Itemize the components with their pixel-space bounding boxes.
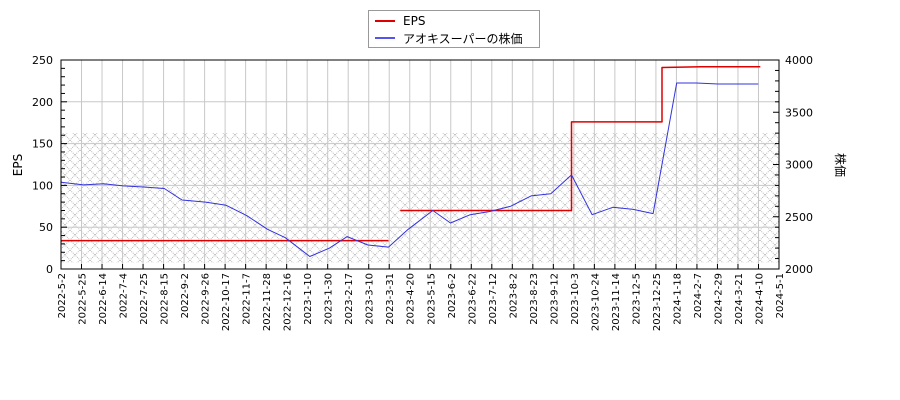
shaded-band xyxy=(61,133,779,263)
svg-text:2500: 2500 xyxy=(785,211,813,224)
legend-item-price: アオキスーパーの株価 xyxy=(375,30,523,46)
svg-text:2023-5-15: 2023-5-15 xyxy=(426,273,437,325)
svg-text:2023-1-30: 2023-1-30 xyxy=(324,273,335,325)
svg-text:3500: 3500 xyxy=(785,106,813,119)
svg-text:2024-4-10: 2024-4-10 xyxy=(754,273,765,325)
svg-text:2023-9-12: 2023-9-12 xyxy=(549,273,560,325)
svg-text:2024-2-29: 2024-2-29 xyxy=(713,273,724,325)
svg-text:2022-7-25: 2022-7-25 xyxy=(139,273,150,325)
svg-text:2023-11-14: 2023-11-14 xyxy=(611,273,622,331)
svg-text:2023-6-2: 2023-6-2 xyxy=(447,273,458,318)
svg-text:2023-10-3: 2023-10-3 xyxy=(570,273,581,325)
svg-text:2022-7-4: 2022-7-4 xyxy=(119,273,130,318)
svg-text:2022-12-16: 2022-12-16 xyxy=(283,273,294,331)
svg-text:2023-10-24: 2023-10-24 xyxy=(590,273,601,331)
svg-text:3000: 3000 xyxy=(785,159,813,172)
svg-text:2023-2-17: 2023-2-17 xyxy=(344,273,355,325)
legend-label-eps: EPS xyxy=(403,14,426,28)
svg-text:2022-8-15: 2022-8-15 xyxy=(160,273,171,325)
svg-text:150: 150 xyxy=(32,138,53,151)
svg-text:2023-3-31: 2023-3-31 xyxy=(385,273,396,325)
svg-text:0: 0 xyxy=(46,263,53,276)
svg-text:4000: 4000 xyxy=(785,54,813,67)
svg-text:2023-7-12: 2023-7-12 xyxy=(488,273,499,325)
left-axis-label: EPS xyxy=(11,154,25,176)
legend: EPS アオキスーパーの株価 xyxy=(368,10,540,48)
svg-text:2022-5-2: 2022-5-2 xyxy=(57,273,68,318)
svg-text:2023-3-10: 2023-3-10 xyxy=(365,273,376,325)
eps-line-swatch-icon xyxy=(375,20,395,22)
svg-text:2023-12-25: 2023-12-25 xyxy=(652,273,663,331)
right-axis-label: 株価 xyxy=(833,153,848,177)
svg-text:2022-9-26: 2022-9-26 xyxy=(201,273,212,325)
svg-text:100: 100 xyxy=(32,179,53,192)
x-axis: 2022-5-2 2022-5-25 2022-6-14 2022-7-4 2022-7… xyxy=(57,264,786,331)
svg-text:2000: 2000 xyxy=(785,263,813,276)
svg-text:2022-6-14: 2022-6-14 xyxy=(98,273,109,325)
svg-text:2023-12-5: 2023-12-5 xyxy=(631,273,642,325)
right-axis: 2000 2500 3000 3500 4000 xyxy=(773,54,813,276)
svg-text:2022-9-2: 2022-9-2 xyxy=(180,273,191,318)
svg-text:2024-5-1: 2024-5-1 xyxy=(775,273,786,318)
legend-label-price: アオキスーパーの株価 xyxy=(403,31,523,46)
svg-text:2023-8-2: 2023-8-2 xyxy=(508,273,519,318)
left-axis: 0 50 100 150 200 250 xyxy=(32,54,67,276)
svg-text:2023-6-22: 2023-6-22 xyxy=(467,273,478,325)
svg-text:2023-1-10: 2023-1-10 xyxy=(303,273,314,325)
svg-text:2024-2-7: 2024-2-7 xyxy=(693,273,704,318)
series-layer xyxy=(60,65,761,257)
svg-text:50: 50 xyxy=(39,221,53,234)
price-line-swatch-icon xyxy=(375,37,395,39)
svg-text:2023-4-20: 2023-4-20 xyxy=(406,273,417,325)
svg-text:2022-11-28: 2022-11-28 xyxy=(262,273,273,331)
svg-text:2023-8-23: 2023-8-23 xyxy=(529,273,540,325)
svg-text:2022-5-25: 2022-5-25 xyxy=(78,273,89,325)
svg-text:250: 250 xyxy=(32,54,53,67)
svg-text:200: 200 xyxy=(32,96,53,109)
svg-text:2024-3-21: 2024-3-21 xyxy=(734,273,745,325)
svg-text:2024-1-18: 2024-1-18 xyxy=(672,273,683,325)
svg-text:2022-10-17: 2022-10-17 xyxy=(221,273,232,331)
svg-text:2022-11-7: 2022-11-7 xyxy=(242,273,253,325)
legend-item-eps: EPS xyxy=(375,13,425,29)
